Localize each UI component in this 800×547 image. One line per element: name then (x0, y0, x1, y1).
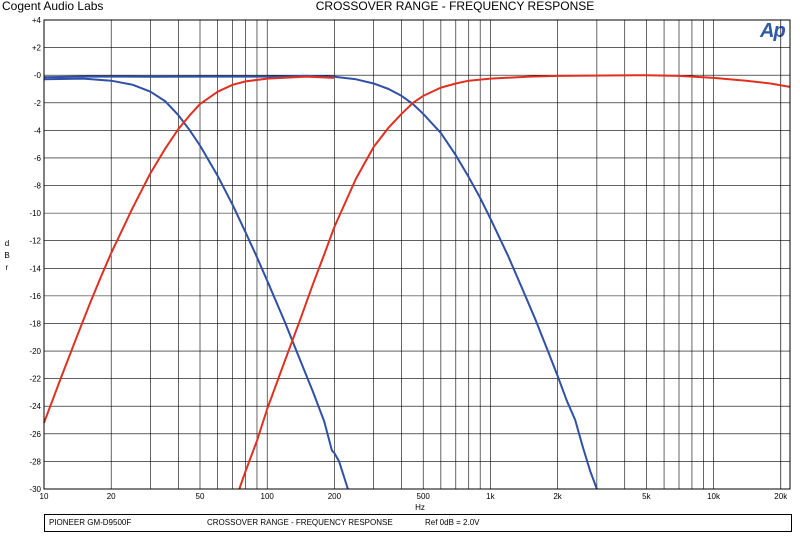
y-tick-labels: +4 +2 -0 -2 -4 -6 -8 -10 -12 -14 -16 -18 -20 -22 -24 -2… (29, 16, 41, 494)
x-axis-label: Hz (415, 503, 425, 512)
x-tick-label: 2k (553, 492, 562, 501)
y-tick-label: +4 (32, 16, 42, 25)
series-line-3 (43, 75, 335, 424)
x-tick-label: 20k (774, 492, 788, 501)
footer-description: CROSSOVER RANGE - FREQUENCY RESPONSE (207, 518, 393, 527)
x-tick-label: 1k (486, 492, 495, 501)
y-tick-label: +2 (32, 44, 42, 53)
plot-frame (43, 19, 791, 490)
y-tick-label: -26 (29, 430, 41, 439)
x-tick-label: 5k (642, 492, 651, 501)
footer-reference: Ref 0dB = 2.0V (425, 518, 480, 527)
series-line-2 (43, 74, 598, 490)
y-tick-label: -0 (34, 71, 42, 80)
y-tick-label: -14 (29, 264, 41, 273)
x-tick-label: 10 (40, 492, 49, 501)
footer-bar: PIONEER GM-D9500F CROSSOVER RANGE - FREQ… (44, 514, 792, 532)
y-tick-label: -30 (29, 485, 41, 494)
y-tick-label: -18 (29, 319, 41, 328)
y-tick-label: -2 (34, 99, 42, 108)
x-tick-label: 100 (261, 492, 275, 501)
series-line-4 (238, 74, 791, 490)
y-tick-label: -6 (34, 154, 42, 163)
grid (43, 19, 790, 490)
x-tick-label: 500 (417, 492, 431, 501)
y-tick-label: -12 (29, 237, 41, 246)
y-tick-label: -24 (29, 402, 41, 411)
y-tick-label: -20 (29, 347, 41, 356)
y-tick-label: -8 (34, 182, 42, 191)
response-curves (43, 74, 791, 490)
footer-device: PIONEER GM-D9500F (49, 518, 132, 527)
y-tick-label: -28 (29, 457, 41, 466)
y-tick-label: -16 (29, 292, 41, 301)
y-tick-label: -22 (29, 375, 41, 384)
series-line-1 (43, 77, 349, 490)
y-tick-label: -4 (34, 126, 42, 135)
x-tick-labels: 10 20 50 100 200 500 1k 2k 5k 10k 20k (40, 492, 789, 501)
y-tick-label: -10 (29, 209, 41, 218)
x-tick-label: 200 (328, 492, 342, 501)
company-name: Cogent Audio Labs (2, 0, 104, 13)
x-tick-label: 20 (107, 492, 116, 501)
x-tick-label: 50 (196, 492, 205, 501)
ap-logo: Ap (760, 20, 786, 42)
x-tick-label: 10k (707, 492, 721, 501)
chart-title: CROSSOVER RANGE - FREQUENCY RESPONSE (315, 0, 595, 13)
